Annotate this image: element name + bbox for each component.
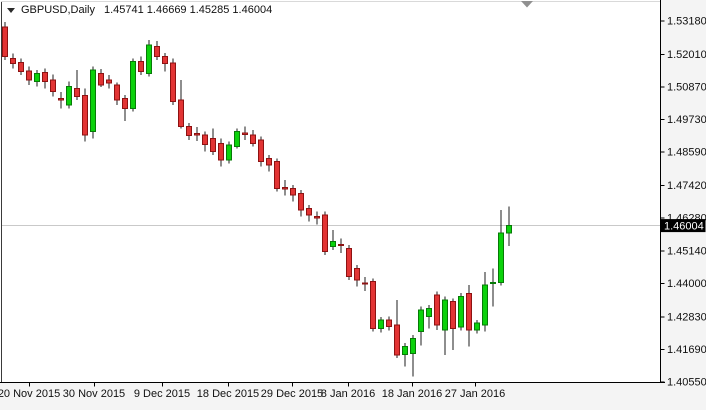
candle-body	[426, 307, 432, 318]
chart-title-ohlc: 1.45741 1.46669 1.45285 1.46004	[103, 4, 273, 16]
date-axis-label: 29 Dec 2015	[261, 388, 323, 400]
candle-body	[354, 267, 360, 281]
date-axis-label: 30 Nov 2015	[63, 388, 125, 400]
candle-body	[498, 232, 504, 283]
current-price-badge	[661, 219, 706, 233]
candle-body	[10, 57, 16, 64]
candle-body	[386, 319, 392, 328]
candle-body	[266, 157, 272, 166]
candle-body	[482, 284, 488, 326]
candle-body	[282, 187, 288, 190]
candle-body	[50, 79, 56, 93]
candle-body	[474, 322, 480, 331]
candle-body	[58, 97, 64, 101]
date-axis-label: 8 Jan 2016	[321, 388, 375, 400]
candle-body	[450, 301, 456, 329]
candle-body	[34, 72, 40, 83]
price-axis-label: 1.40550	[667, 376, 706, 388]
candle-body	[490, 281, 496, 284]
candle-body	[178, 99, 184, 128]
date-axis-label: 27 Jan 2016	[445, 388, 506, 400]
candle-body	[330, 241, 336, 248]
candle-body	[98, 72, 104, 86]
candle-body	[82, 95, 88, 136]
date-axis-label: 18 Jan 2016	[382, 388, 443, 400]
candle-body	[418, 309, 424, 333]
candle-body	[2, 26, 8, 58]
price-axis-label: 1.45140	[667, 245, 706, 257]
price-axis-label: 1.42830	[667, 311, 706, 323]
candle-body	[506, 225, 512, 234]
date-axis-label: 9 Dec 2015	[134, 388, 190, 400]
candle-body	[274, 161, 280, 189]
candle-body	[378, 319, 384, 329]
candle-body	[226, 144, 232, 161]
price-axis-label: 1.48590	[667, 147, 706, 159]
price-axis-label: 1.49730	[667, 114, 706, 126]
candle-body	[234, 131, 240, 148]
candle-body	[434, 294, 440, 326]
date-axis-label: 18 Dec 2015	[197, 388, 259, 400]
candle-body	[410, 337, 416, 354]
current-price-badge-label: 1.46004	[664, 221, 704, 233]
candle-body	[362, 282, 368, 285]
candle-body	[322, 214, 328, 253]
candle-body	[106, 79, 112, 84]
candle-body	[130, 61, 136, 109]
candle-body	[138, 61, 144, 73]
price-axis-label: 1.47420	[667, 180, 706, 192]
plot-background	[0, 0, 660, 382]
candle-body	[402, 345, 408, 355]
chart-title: GBPUSD,Daily 1.45741 1.46669 1.45285 1.4…	[7, 4, 272, 16]
symbol-dropdown-icon[interactable]	[7, 8, 15, 13]
candle-body	[370, 281, 376, 329]
candle-body	[298, 192, 304, 211]
candle-body	[114, 84, 120, 101]
candle-body	[90, 69, 96, 133]
price-axis-label: 1.52010	[667, 49, 706, 61]
candle-body	[122, 97, 128, 109]
candle-body	[394, 324, 400, 356]
price-axis[interactable]	[661, 0, 706, 382]
candle-body	[458, 296, 464, 328]
candle-body	[290, 187, 296, 196]
chart-title-symbol: GBPUSD,Daily	[21, 4, 95, 16]
price-axis-label: 1.41690	[667, 344, 706, 356]
price-axis-label: 1.44000	[667, 278, 706, 290]
time-axis[interactable]	[0, 383, 660, 410]
candle-body	[42, 72, 48, 83]
date-axis-label: 20 Nov 2015	[0, 388, 60, 400]
candle-body	[346, 247, 352, 278]
candle-body	[210, 138, 216, 152]
candle-body	[74, 87, 80, 98]
candle-body	[258, 139, 264, 163]
candle-body	[314, 216, 320, 219]
candle-body	[250, 134, 256, 144]
candle-body	[18, 61, 24, 73]
candle-body	[154, 46, 160, 58]
candle-body	[194, 133, 200, 136]
candle-body	[338, 243, 344, 247]
candle-body	[146, 44, 152, 74]
candle-body	[162, 56, 168, 64]
candle-body	[170, 62, 176, 103]
candle-body	[218, 142, 224, 161]
price-axis-label: 1.50870	[667, 82, 706, 94]
candle-body	[442, 299, 448, 331]
candle-body	[202, 134, 208, 145]
candle-body	[466, 292, 472, 331]
candle-body	[242, 132, 248, 135]
candle-body	[186, 126, 192, 137]
price-axis-label: 1.53180	[667, 16, 706, 28]
candle-body	[26, 70, 32, 81]
candle-body	[306, 207, 312, 216]
candle-body	[66, 86, 72, 106]
chart-shift-marker-icon	[521, 1, 533, 8]
